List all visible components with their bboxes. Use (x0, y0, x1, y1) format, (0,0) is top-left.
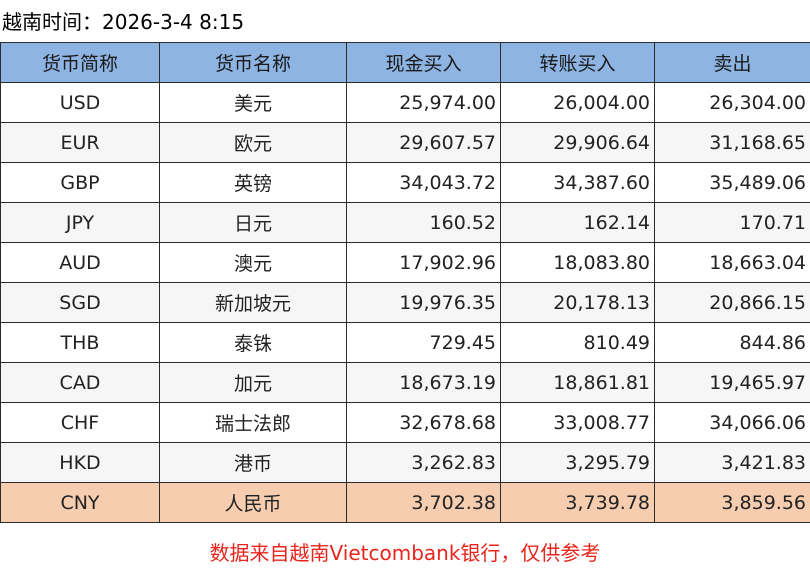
transfer-buy-value: 26,004.00 (500, 82, 655, 123)
exchange-rate-table: 货币简称 货币名称 现金买入 转账买入 卖出 USD 美元 25,974.00 … (0, 42, 810, 523)
sell-value: 3,859.56 (654, 482, 810, 523)
cash-buy-value: 3,262.83 (346, 442, 501, 483)
transfer-buy-value: 29,906.64 (500, 122, 655, 163)
transfer-buy-value: 810.49 (500, 322, 655, 363)
vietnam-time-label: 越南时间：2026-3-4 8:15 (2, 10, 245, 34)
currency-code: THB (0, 322, 160, 363)
cash-buy-value: 17,902.96 (346, 242, 501, 283)
sell-value: 844.86 (654, 322, 810, 363)
currency-code: CHF (0, 402, 160, 443)
table-row: THB 泰铢 729.45 810.49 844.86 (0, 322, 810, 363)
table-row: HKD 港币 3,262.83 3,295.79 3,421.83 (0, 442, 810, 483)
sell-value: 20,866.15 (654, 282, 810, 323)
header-sell: 卖出 (654, 42, 810, 83)
currency-code: EUR (0, 122, 160, 163)
header-transfer-buy: 转账买入 (500, 42, 655, 83)
transfer-buy-value: 18,861.81 (500, 362, 655, 403)
table-row-highlighted: CNY 人民币 3,702.38 3,739.78 3,859.56 (0, 482, 810, 523)
cash-buy-value: 29,607.57 (346, 122, 501, 163)
currency-name: 瑞士法郎 (159, 402, 347, 443)
cash-buy-value: 32,678.68 (346, 402, 501, 443)
transfer-buy-value: 34,387.60 (500, 162, 655, 203)
data-source-note: 数据来自越南Vietcombank银行，仅供参考 (209, 541, 601, 565)
sell-value: 19,465.97 (654, 362, 810, 403)
currency-code: CNY (0, 482, 160, 523)
currency-code: GBP (0, 162, 160, 203)
header-currency-name: 货币名称 (159, 42, 347, 83)
table-row: GBP 英镑 34,043.72 34,387.60 35,489.06 (0, 162, 810, 203)
currency-code: HKD (0, 442, 160, 483)
cash-buy-value: 3,702.38 (346, 482, 501, 523)
sell-value: 3,421.83 (654, 442, 810, 483)
currency-name: 加元 (159, 362, 347, 403)
currency-name: 澳元 (159, 242, 347, 283)
currency-name: 泰铢 (159, 322, 347, 363)
currency-name: 美元 (159, 82, 347, 123)
table-row: JPY 日元 160.52 162.14 170.71 (0, 202, 810, 243)
transfer-buy-value: 3,739.78 (500, 482, 655, 523)
currency-name: 人民币 (159, 482, 347, 523)
currency-code: SGD (0, 282, 160, 323)
table-row: CHF 瑞士法郎 32,678.68 33,008.77 34,066.06 (0, 402, 810, 443)
transfer-buy-value: 18,083.80 (500, 242, 655, 283)
table-row: EUR 欧元 29,607.57 29,906.64 31,168.65 (0, 122, 810, 163)
currency-name: 欧元 (159, 122, 347, 163)
cash-buy-value: 160.52 (346, 202, 501, 243)
currency-code: JPY (0, 202, 160, 243)
sell-value: 170.71 (654, 202, 810, 243)
currency-name: 日元 (159, 202, 347, 243)
sell-value: 35,489.06 (654, 162, 810, 203)
transfer-buy-value: 162.14 (500, 202, 655, 243)
transfer-buy-value: 20,178.13 (500, 282, 655, 323)
currency-name: 港币 (159, 442, 347, 483)
currency-code: AUD (0, 242, 160, 283)
table-header-row: 货币简称 货币名称 现金买入 转账买入 卖出 (0, 42, 810, 83)
sell-value: 34,066.06 (654, 402, 810, 443)
table-row: AUD 澳元 17,902.96 18,083.80 18,663.04 (0, 242, 810, 283)
cash-buy-value: 34,043.72 (346, 162, 501, 203)
header-currency-code: 货币简称 (0, 42, 160, 83)
cash-buy-value: 25,974.00 (346, 82, 501, 123)
cash-buy-value: 18,673.19 (346, 362, 501, 403)
cash-buy-value: 729.45 (346, 322, 501, 363)
currency-code: CAD (0, 362, 160, 403)
sell-value: 18,663.04 (654, 242, 810, 283)
currency-name: 新加坡元 (159, 282, 347, 323)
table-row: SGD 新加坡元 19,976.35 20,178.13 20,866.15 (0, 282, 810, 323)
table-row: CAD 加元 18,673.19 18,861.81 19,465.97 (0, 362, 810, 403)
sell-value: 31,168.65 (654, 122, 810, 163)
header-cash-buy: 现金买入 (346, 42, 501, 83)
cash-buy-value: 19,976.35 (346, 282, 501, 323)
sell-value: 26,304.00 (654, 82, 810, 123)
currency-name: 英镑 (159, 162, 347, 203)
transfer-buy-value: 33,008.77 (500, 402, 655, 443)
transfer-buy-value: 3,295.79 (500, 442, 655, 483)
currency-code: USD (0, 82, 160, 123)
table-row: USD 美元 25,974.00 26,004.00 26,304.00 (0, 82, 810, 123)
